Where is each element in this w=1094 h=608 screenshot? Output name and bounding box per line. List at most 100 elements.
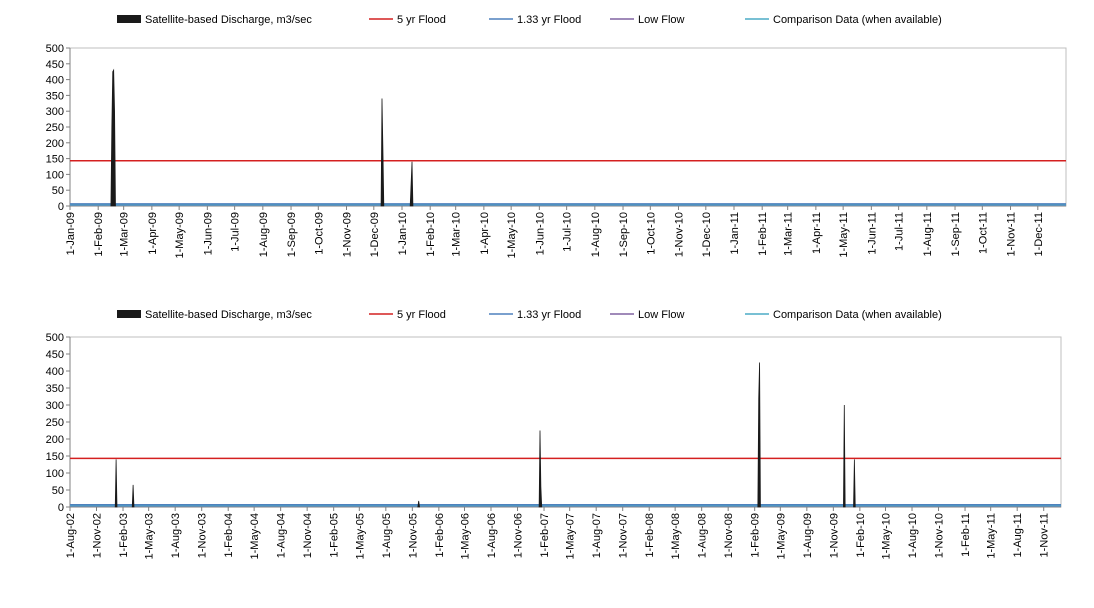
- y-tick-label: 0: [58, 201, 64, 213]
- y-tick-label: 300: [46, 400, 64, 412]
- y-tick-label: 50: [52, 185, 64, 197]
- legend-label-discharge: Satellite-based Discharge, m3/sec: [145, 14, 312, 26]
- x-tick-label: 1-May-11: [838, 212, 850, 258]
- y-tick-label: 450: [46, 59, 64, 71]
- x-tick-label: 1-Feb-10: [425, 212, 437, 257]
- y-tick-label: 0: [58, 502, 64, 514]
- discharge-spike: [843, 404, 846, 508]
- chart-top: 0 50 100 150 200 250 300 350 400 450 500 1-Jan-09 1-…: [46, 43, 1067, 258]
- x-tick-label: 1-Feb-07: [539, 513, 551, 558]
- legend-label-flood133: 1.33 yr Flood: [517, 309, 581, 321]
- x-tick-label: 1-Feb-10: [855, 513, 867, 558]
- discharge-spike: [757, 362, 761, 508]
- x-tick-label: 1-Nov-10: [674, 212, 686, 257]
- plot-area-frame: [69, 336, 1062, 508]
- x-tick-label: 1-Feb-08: [644, 513, 656, 558]
- x-tick-label: 1-Jun-10: [534, 212, 546, 255]
- legend-bottom: Satellite-based Discharge, m3/sec 5 yr Fl…: [117, 309, 942, 321]
- x-tick-label: 1-Oct-11: [977, 212, 989, 254]
- x-tick-label: 1-May-06: [459, 513, 471, 559]
- discharge-spike: [114, 459, 118, 508]
- x-tick-label: 1-Jan-10: [397, 212, 409, 255]
- x-tick-label: 1-Nov-04: [302, 513, 314, 558]
- x-tick-label: 1-May-03: [144, 513, 156, 559]
- x-tick-label: 1-Aug-09: [258, 212, 270, 257]
- x-tick-label: 1-Jan-11: [729, 212, 741, 255]
- x-tick-label: 1-Aug-07: [591, 513, 603, 558]
- x-tick-label: 1-Aug-11: [922, 212, 934, 256]
- x-tick-label: 1-Nov-05: [407, 513, 419, 558]
- discharge-spike: [409, 161, 414, 207]
- y-tick-label: 200: [46, 138, 64, 150]
- x-tick-label: 1-Nov-02: [92, 513, 104, 558]
- x-tick-label: 1-May-07: [565, 513, 577, 559]
- x-tick-label: 1-Mar-11: [783, 212, 795, 256]
- y-tick-label: 350: [46, 383, 64, 395]
- x-tick-label: 1-Feb-09: [750, 513, 762, 558]
- legend-top: Satellite-based Discharge, m3/sec 5 yr Fl…: [117, 14, 942, 26]
- discharge-spike: [110, 68, 116, 207]
- legend-label-lowflow: Low Flow: [638, 14, 685, 26]
- legend-label-flood5: 5 yr Flood: [397, 14, 446, 26]
- x-tick-label: 1-Dec-09: [369, 212, 381, 257]
- legend-label-lowflow: Low Flow: [638, 309, 685, 321]
- x-tick-label: 1-Sep-11: [950, 212, 962, 256]
- x-tick-label: 1-May-05: [354, 513, 366, 559]
- x-tick-label: 1-Nov-08: [723, 513, 735, 558]
- x-tick-label: 1-May-04: [249, 513, 261, 559]
- x-tick-label: 1-Apr-10: [479, 212, 491, 255]
- y-tick-label: 300: [46, 106, 64, 118]
- x-tick-label: 1-Sep-09: [286, 212, 298, 257]
- x-tick-label: 1-Feb-09: [93, 212, 105, 257]
- y-tick-label: 500: [46, 43, 64, 55]
- y-tick-label: 450: [46, 349, 64, 361]
- x-tick-label: 1-Jan-09: [65, 212, 77, 255]
- legend-label-comparison: Comparison Data (when available): [773, 309, 942, 321]
- legend-swatch-discharge: [117, 15, 141, 23]
- y-tick-label: 200: [46, 434, 64, 446]
- x-tick-label: 1-Sep-10: [618, 212, 630, 257]
- y-tick-label: 250: [46, 417, 64, 429]
- x-tick-label: 1-Aug-03: [170, 513, 182, 558]
- y-tick-label: 100: [46, 169, 64, 181]
- y-tick-label: 400: [46, 75, 64, 87]
- x-tick-label: 1-Feb-03: [118, 513, 130, 558]
- y-tick-label: 50: [52, 485, 64, 497]
- y-tick-label: 350: [46, 90, 64, 102]
- x-tick-label: 1-Nov-07: [618, 513, 630, 558]
- x-tick-label: 1-Oct-10: [645, 212, 657, 255]
- x-tick-label: 1-Feb-04: [223, 513, 235, 558]
- x-tick-label: 1-Jul-11: [894, 212, 906, 251]
- y-tick-label: 500: [46, 332, 64, 344]
- x-tick-label: 1-Nov-11: [1006, 212, 1018, 256]
- x-tick-label: 1-Mar-10: [451, 212, 463, 257]
- x-tick-label: 1-Aug-05: [381, 513, 393, 558]
- x-tick-label: 1-Jun-09: [202, 212, 214, 255]
- discharge-spike: [131, 484, 135, 508]
- x-tick-label: 1-Aug-10: [590, 212, 602, 257]
- x-tick-label: 1-May-11: [986, 513, 998, 559]
- x-tick-label: 1-May-09: [775, 513, 787, 559]
- x-tick-label: 1-Nov-11: [1039, 513, 1051, 557]
- x-tick-label: 1-May-10: [881, 513, 893, 559]
- x-tick-label: 1-Feb-05: [329, 513, 341, 558]
- x-tick-label: 1-Jul-10: [562, 212, 574, 252]
- discharge-spike: [853, 459, 856, 508]
- x-tick-label: 1-Oct-09: [313, 212, 325, 255]
- discharge-spike: [380, 98, 385, 207]
- x-tick-label: 1-Apr-09: [147, 212, 159, 255]
- x-tick-label: 1-Apr-11: [811, 212, 823, 254]
- chart-bottom: 0 50 100 150 200 250 300 350 400 450 500 1-Aug-02 1-…: [46, 332, 1062, 559]
- x-tick-label: 1-Aug-09: [802, 513, 814, 558]
- x-tick-label: 1-Dec-10: [701, 212, 713, 257]
- plot-area-frame: [69, 47, 1067, 207]
- y-tick-label: 250: [46, 122, 64, 134]
- legend-label-flood133: 1.33 yr Flood: [517, 14, 581, 26]
- x-tick-label: 1-Mar-09: [119, 212, 131, 257]
- x-tick-label: 1-Feb-11: [757, 212, 769, 256]
- x-tick-label: 1-Nov-10: [934, 513, 946, 558]
- x-tick-label: 1-Nov-09: [828, 513, 840, 558]
- x-tick-label: 1-Nov-06: [513, 513, 525, 558]
- x-tick-label: 1-Aug-02: [65, 513, 77, 558]
- x-tick-label: 1-Aug-08: [697, 513, 709, 558]
